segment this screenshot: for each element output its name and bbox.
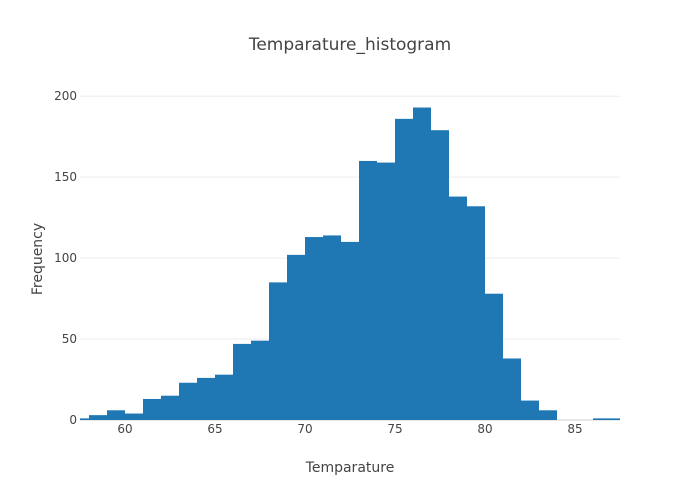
histogram-bar — [107, 410, 125, 420]
histogram-bar — [539, 410, 557, 420]
histogram-bar — [341, 241, 359, 420]
y-axis-ticks: 0 50 100 150 200 — [54, 89, 77, 427]
x-tick-label: 85 — [567, 422, 582, 436]
histogram-bar — [305, 237, 323, 420]
histogram-bar — [431, 130, 449, 420]
y-tick-label: 0 — [69, 413, 77, 427]
histogram-bar — [413, 107, 431, 421]
chart-title: Temparature_histogram — [248, 35, 451, 55]
histogram-bar — [179, 382, 197, 420]
histogram-bar — [611, 418, 620, 420]
histogram-bar — [323, 235, 341, 420]
histogram-bar — [269, 282, 287, 420]
histogram-bar — [197, 377, 215, 420]
histogram-bar — [233, 343, 251, 420]
histogram-bar — [503, 358, 521, 420]
histogram-bar — [125, 413, 143, 420]
histogram-bar — [251, 340, 269, 420]
y-tick-label: 150 — [54, 170, 77, 184]
histogram-bar — [89, 415, 107, 420]
histogram-bar — [521, 400, 539, 420]
y-tick-label: 200 — [54, 89, 77, 103]
histogram-bar — [143, 398, 161, 420]
y-axis-title: Frequency — [30, 223, 46, 295]
bars — [80, 107, 620, 421]
histogram-bar — [215, 374, 233, 420]
histogram-bar — [485, 293, 503, 420]
histogram-bar — [161, 395, 179, 420]
x-axis-ticks: 60 65 70 75 80 85 — [117, 422, 582, 436]
histogram-bar — [377, 162, 395, 421]
histogram-bar — [359, 160, 377, 420]
y-tick-label: 50 — [62, 332, 77, 346]
histogram-bar — [467, 206, 485, 420]
x-tick-label: 75 — [387, 422, 402, 436]
histogram-bar — [80, 418, 89, 420]
x-tick-label: 70 — [297, 422, 312, 436]
x-tick-label: 65 — [207, 422, 222, 436]
x-tick-label: 80 — [477, 422, 492, 436]
histogram-bar — [449, 196, 467, 420]
histogram-bar — [395, 118, 413, 420]
x-axis-title: Temparature — [305, 460, 395, 476]
y-tick-label: 100 — [54, 251, 77, 265]
histogram-bar — [593, 418, 611, 420]
histogram-bar — [287, 254, 305, 420]
x-tick-label: 60 — [117, 422, 132, 436]
